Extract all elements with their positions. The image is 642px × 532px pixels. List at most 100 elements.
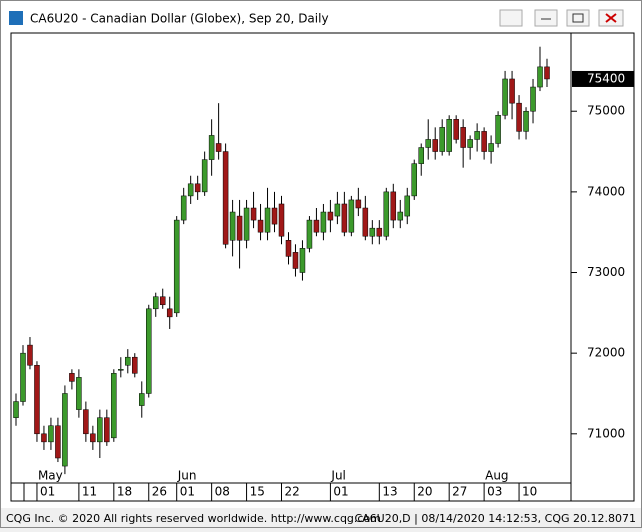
candle-body — [271, 207, 278, 225]
candle-body — [173, 219, 180, 314]
candle-body — [146, 308, 152, 394]
candle-body — [383, 191, 390, 237]
candle-body — [509, 78, 515, 104]
close-icon — [605, 13, 617, 23]
candle-body — [530, 86, 536, 112]
candle-body — [125, 356, 131, 366]
month-label: Jul — [330, 469, 345, 483]
candle-body — [27, 344, 33, 366]
candle-body — [467, 139, 473, 148]
candle-body — [516, 102, 522, 132]
x-tick-label: 20 — [417, 485, 432, 499]
candle-body — [159, 296, 166, 306]
candle-body — [306, 219, 313, 249]
candle-body — [495, 115, 501, 144]
candle-body — [299, 248, 306, 273]
y-tick-label: 71000 — [587, 426, 625, 440]
candle-body — [166, 308, 173, 318]
x-tick-label: 01 — [333, 485, 348, 499]
x-tick-label: 01 — [40, 485, 55, 499]
candle-body — [474, 131, 480, 140]
candle-body — [215, 143, 222, 152]
candle-body — [62, 393, 68, 467]
candle-body — [187, 183, 194, 197]
candle-body — [236, 215, 243, 241]
y-tick-label: 72000 — [587, 346, 625, 360]
candle-body — [355, 199, 362, 209]
candle-body — [334, 203, 341, 217]
x-tick-label: 13 — [382, 485, 397, 499]
y-tick-label: 73000 — [587, 265, 625, 279]
candle-body — [341, 203, 348, 233]
candle-body — [118, 369, 124, 371]
candle-body — [369, 227, 376, 237]
last-price-label: 75400 — [587, 71, 625, 85]
candle-body — [180, 195, 187, 221]
candle-body — [229, 211, 236, 241]
candle-body — [439, 127, 445, 152]
candle-body — [376, 227, 383, 237]
candle-body — [76, 377, 82, 410]
candle-body — [90, 433, 96, 443]
candle-body — [250, 207, 257, 221]
candle-body — [362, 207, 369, 237]
candle-body — [208, 135, 215, 160]
month-label: Jun — [177, 469, 197, 483]
window-title: CA6U20 - Canadian Dollar (Globex), Sep 2… — [30, 12, 329, 26]
candle-body — [278, 203, 285, 237]
candle-body — [348, 199, 355, 233]
x-tick-label: 03 — [487, 485, 502, 499]
last-price-box — [572, 70, 634, 87]
candle-body — [446, 119, 452, 152]
candle-body — [55, 425, 61, 459]
candle-body — [222, 151, 229, 245]
maximize-icon — [572, 13, 584, 23]
maximize-button[interactable] — [566, 9, 590, 27]
candle-body — [104, 417, 110, 443]
link-button[interactable] — [499, 9, 523, 27]
candle-body — [544, 66, 550, 80]
candle-body — [397, 211, 404, 221]
month-label: May — [38, 469, 63, 483]
candle-body — [243, 207, 250, 241]
candle-body — [257, 219, 264, 233]
candle-body — [418, 147, 424, 164]
candle-body — [201, 159, 208, 193]
candle-body — [264, 207, 271, 233]
candle-body — [453, 119, 459, 140]
status-bar — [1, 508, 641, 527]
candle-body — [320, 211, 327, 233]
candle-body — [111, 373, 117, 439]
y-tick-label: 74000 — [587, 184, 625, 198]
candle-body — [425, 139, 431, 148]
month-label: Aug — [485, 469, 508, 483]
candle-body — [13, 401, 19, 418]
candle-body — [152, 296, 159, 310]
x-tick-label: 18 — [117, 485, 132, 499]
candle-body — [460, 127, 466, 148]
candle-body — [20, 352, 26, 402]
candle-body — [502, 78, 508, 116]
y-tick-label: 75000 — [587, 104, 625, 118]
candle-body — [132, 356, 138, 374]
candle-body — [537, 66, 543, 88]
x-tick-label: 15 — [250, 485, 265, 499]
candle-body — [488, 143, 494, 152]
footer-left: CQG Inc. © 2020 All rights reserved worl… — [6, 512, 381, 525]
candle-body — [48, 425, 54, 443]
candle-body — [327, 211, 334, 221]
candle-body — [523, 110, 529, 132]
candle-body — [41, 433, 47, 443]
footer-right: CA6U20,D | 08/14/2020 14:12:53, CQG 20.1… — [354, 512, 636, 525]
plot-area — [10, 32, 572, 484]
x-tick-label: 08 — [215, 485, 230, 499]
candle-body — [97, 417, 103, 443]
candle-body — [411, 163, 417, 197]
x-tick-label: 01 — [180, 485, 195, 499]
candle-body — [69, 373, 75, 382]
minimize-button[interactable] — [534, 9, 558, 27]
candle-body — [34, 365, 40, 435]
x-tick-label: 11 — [82, 485, 97, 499]
candle-body — [313, 219, 320, 233]
